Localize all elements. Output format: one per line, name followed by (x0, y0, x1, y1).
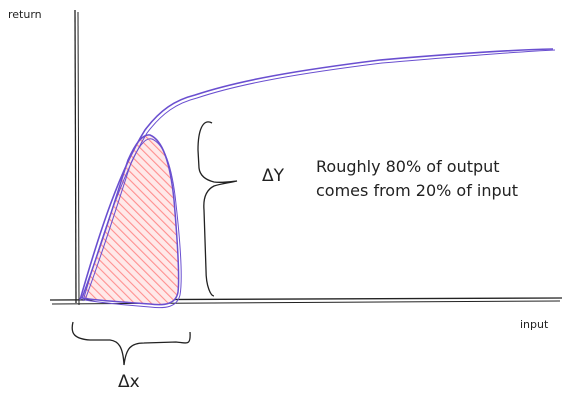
delta-y-label: ΔY (262, 166, 285, 186)
shaded-region (82, 134, 179, 305)
annotation-line-2: comes from 20% of input (316, 181, 519, 200)
y-axis-label: return (8, 8, 42, 21)
return-curve-second-stroke (82, 49, 556, 302)
x-axis-label: input (520, 318, 549, 331)
return-curve (79, 48, 554, 301)
shaded-region-outline (80, 134, 180, 306)
annotation-text: Roughly 80% of output comes from 20% of … (316, 155, 518, 203)
y-axis (74, 9, 77, 304)
annotation-line-1: Roughly 80% of output (316, 157, 500, 176)
delta-x-label: Δx (118, 372, 140, 392)
delta-y-brace (197, 121, 238, 297)
shaded-region-outline-second-stroke (84, 138, 182, 309)
delta-x-brace (71, 321, 191, 366)
y-axis-second-stroke (77, 11, 80, 306)
